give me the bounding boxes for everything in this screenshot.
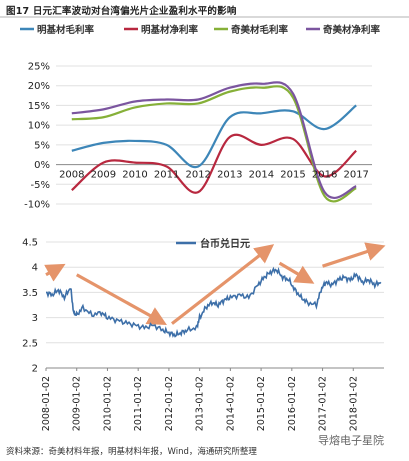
x-tick-label: 2017 <box>343 170 368 181</box>
x-tick-label: 2017-01-02 <box>318 376 329 431</box>
y-tick-label: 4.5 <box>22 238 38 249</box>
series-line <box>71 133 357 194</box>
watermark: 导熔电子星院 <box>318 434 384 447</box>
legend-label: 台币兑日元 <box>200 237 250 250</box>
x-tick-label: 2010 <box>122 170 147 181</box>
x-tick-label: 2013-01-02 <box>195 376 206 431</box>
y-tick-label: 10% <box>28 121 50 132</box>
x-tick-label: 2015 <box>280 170 305 181</box>
legend-label: 明基材毛利率 <box>37 24 95 36</box>
y-tick-label: 3 <box>32 313 38 324</box>
x-tick-label: 2013 <box>217 170 242 181</box>
x-tick-label: 2016-01-02 <box>287 376 298 431</box>
profit-margin-line-chart: 明基材毛利率 明基材净利率 奇美材毛利率 奇美材净利率 2008 2009 2010 201… <box>20 24 381 211</box>
legend-label: 奇美材净利率 <box>323 24 381 36</box>
y-tick-label: 20% <box>28 81 50 92</box>
x-tick-label: 2012-01-02 <box>164 376 175 431</box>
x-tick-label: 2011-01-02 <box>133 376 144 431</box>
y-tick-label: -10% <box>24 200 50 211</box>
x-tick-label: 2008-01-02 <box>41 376 52 431</box>
x-tick-label: 2008 <box>59 170 84 181</box>
trend-arrow <box>44 263 66 282</box>
x-tick-label: 2012 <box>185 170 210 181</box>
source-note: 资料来源：奇美材料年报，明基材料年报，Wind，海通研究所整理 <box>6 447 257 457</box>
exchange-rate-line <box>46 266 382 338</box>
y-tick-label: 0% <box>34 160 50 171</box>
x-tick-label: 2018-01-02 <box>348 376 359 431</box>
x-tick-label: 2016 <box>312 170 337 181</box>
y-tick-label: 2 <box>32 364 38 375</box>
x-tick-label: 2014-01-02 <box>225 376 236 431</box>
series-line <box>71 81 357 199</box>
x-tick-label: 2015-01-02 <box>256 376 267 431</box>
x-tick-label: 2010-01-02 <box>102 376 113 431</box>
title-divider <box>0 16 409 18</box>
y-tick-label: 5% <box>34 140 50 151</box>
y-tick-label: -5% <box>31 180 50 191</box>
y-tick-label: 15% <box>28 101 50 112</box>
legend-label: 明基材净利率 <box>141 24 199 36</box>
x-tick-label: 2009 <box>91 170 116 181</box>
figure-title: 图17 日元汇率波动对台湾偏光片企业盈利水平的影响 <box>6 6 237 17</box>
y-tick-label: 2.5 <box>22 338 38 349</box>
y-tick-label: 25% <box>28 62 50 73</box>
trend-arrow <box>170 244 275 325</box>
series-line <box>71 85 357 203</box>
trend-arrow <box>75 273 167 325</box>
legend-label: 奇美材毛利率 <box>231 24 289 36</box>
twd-jpy-exchange-rate-chart: 台币兑日元 2008-01-02 2009-01-02 2010-01-02 2011… <box>22 237 386 431</box>
trend-arrow <box>322 242 386 268</box>
y-tick-label: 4 <box>32 263 38 274</box>
trend-arrow <box>278 261 315 284</box>
x-tick-label: 2014 <box>249 170 274 181</box>
x-tick-label: 2009-01-02 <box>72 376 83 431</box>
x-tick-label: 2011 <box>154 170 179 181</box>
y-tick-label: 3.5 <box>22 288 38 299</box>
series-line <box>71 104 357 169</box>
